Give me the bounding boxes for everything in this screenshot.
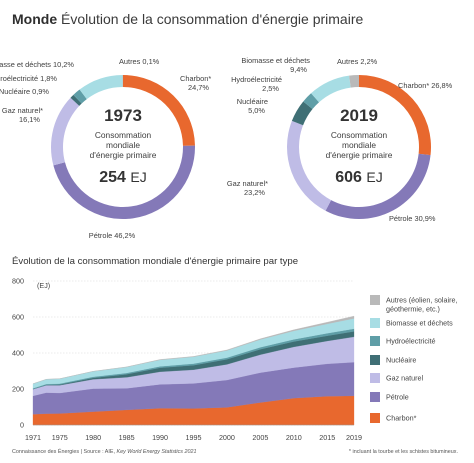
slice-name-biomasse: Biomasse et déchets [241, 56, 310, 65]
slice-value-gaz: 23,2% [244, 188, 265, 197]
donut-slice-biomasse [311, 75, 351, 103]
x-tick-label: 1980 [85, 433, 101, 442]
legend-label-petrole: Pétrole [386, 393, 409, 402]
donut-slice-hydro [73, 89, 87, 104]
donut-center-line: Consommation [95, 130, 152, 140]
donut-slice-charbon [359, 75, 431, 156]
x-tick-label: 2010 [286, 433, 302, 442]
title-text: Évolution de la consommation d'énergie p… [61, 11, 364, 27]
legend-swatch-biomasse [370, 318, 380, 328]
donut-chart-2019: Charbon* 26,8%Pétrole 30,9%Gaz naturel*2… [227, 56, 453, 223]
footnote: * incluant la tourbe et les schistes bit… [348, 449, 458, 455]
legend-swatch-gaz [370, 373, 380, 383]
donut-slice-petrole [325, 153, 431, 219]
area-series-autres [32, 315, 355, 384]
donut-total: 606 EJ [335, 169, 382, 186]
area-chart-title: Évolution de la consommation mondiale d'… [12, 256, 298, 267]
x-tick-label: 1990 [152, 433, 168, 442]
source-publication: Key World Energy Statistics 2021 [116, 449, 197, 455]
slice-value-charbon: 24,7% [188, 83, 209, 92]
donut-center-line: Consommation [331, 130, 388, 140]
y-tick-label: 800 [12, 277, 24, 286]
slice-label-biomasse: Biomasse et déchets 10,2% [0, 60, 74, 69]
donut-slice-biomasse [79, 75, 123, 100]
y-axis-unit: (EJ) [37, 281, 50, 290]
donut-center-line: mondiale [106, 140, 140, 150]
x-tick-label: 1971 [25, 433, 41, 442]
x-tick-label: 2015 [319, 433, 335, 442]
legend-label-charbon: Charbon* [386, 414, 417, 423]
slice-label-charbon: Charbon* 26,8% [398, 81, 453, 90]
donut-year: 2019 [340, 106, 378, 125]
page-title: Monde Évolution de la consommation d'éne… [12, 11, 363, 27]
donut-slice-nucleaire [291, 101, 313, 126]
donut-slice-charbon [123, 75, 195, 146]
donut-slice-nucleaire [70, 94, 82, 106]
legend-swatch-nucleaire [370, 355, 380, 365]
legend-swatch-autres [370, 295, 380, 305]
y-tick-label: 400 [12, 349, 24, 358]
y-tick-label: 0 [20, 421, 24, 430]
legend-swatch-hydro [370, 336, 380, 346]
legend-swatch-petrole [370, 392, 380, 402]
source-prefix: Connaissance des Énergies | Source : AIE… [12, 449, 117, 455]
x-tick-label: 2000 [219, 433, 235, 442]
donut-center-line: d'énergie primaire [326, 150, 393, 160]
slice-label-hydro: Hydroélectricité 1,8% [0, 74, 57, 83]
x-tick-label: 2019 [346, 433, 362, 442]
legend-label-nucleaire: Nucléaire [386, 356, 416, 365]
slice-value-nucleaire: 5,0% [248, 106, 265, 115]
donut-year: 1973 [104, 106, 142, 125]
y-tick-label: 200 [12, 385, 24, 394]
legend-label-hydro: Hydroélectricité [386, 337, 436, 346]
slice-value-hydro: 2,5% [262, 84, 279, 93]
donut-chart-1973: Charbon*24,7% Pétrole 46,2% Gaz naturel*16… [0, 57, 211, 240]
slice-name-nucleaire: Nucléaire [237, 97, 268, 106]
slice-label-autres: Autres 0,1% [119, 57, 160, 66]
stacked-area-chart: Évolution de la consommation mondiale d'… [12, 256, 362, 442]
slice-label-nucleaire: Nucléaire 0,9% [0, 87, 49, 96]
x-tick-label: 1985 [119, 433, 135, 442]
slice-label-autres: Autres 2,2% [337, 57, 378, 66]
source-footer: Connaissance des Énergies | Source : AIE… [12, 449, 196, 455]
donut-slice-gaz [51, 97, 80, 166]
legend-label-autres: Autres (éolien, solaire, [386, 296, 458, 305]
x-tick-label: 2005 [252, 433, 268, 442]
legend-swatch-charbon [370, 413, 380, 423]
slice-label-petrole: Pétrole 46,2% [89, 231, 136, 240]
x-tick-label: 1995 [186, 433, 202, 442]
title-region: Monde [12, 11, 58, 27]
slice-value-biomasse: 9,4% [290, 65, 307, 74]
slice-name-charbon: Charbon* [180, 74, 211, 83]
donut-slice-gaz [287, 120, 332, 211]
donut-total: 254 EJ [99, 169, 146, 186]
donut-slice-petrole [53, 145, 196, 220]
donut-center-line: mondiale [342, 140, 376, 150]
donut-center-line: d'énergie primaire [90, 150, 157, 160]
slice-label-petrole: Pétrole 30,9% [389, 214, 436, 223]
donut-slice-autres [349, 75, 359, 88]
slice-name-gaz: Gaz naturel* [227, 179, 268, 188]
slice-name-gaz: Gaz naturel* [2, 106, 43, 115]
legend-label-gaz: Gaz naturel [386, 374, 424, 383]
area-legend: Autres (éolien, solaire,géothermie, etc.… [370, 295, 458, 423]
legend-label-biomasse: Biomasse et déchets [386, 319, 453, 328]
y-tick-label: 600 [12, 313, 24, 322]
donut-slice-hydro [303, 93, 320, 110]
slice-value-gaz: 16,1% [19, 115, 40, 124]
legend-label-autres: géothermie, etc.) [386, 305, 440, 314]
slice-name-hydro: Hydroélectricité [231, 75, 282, 84]
x-tick-label: 1975 [52, 433, 68, 442]
